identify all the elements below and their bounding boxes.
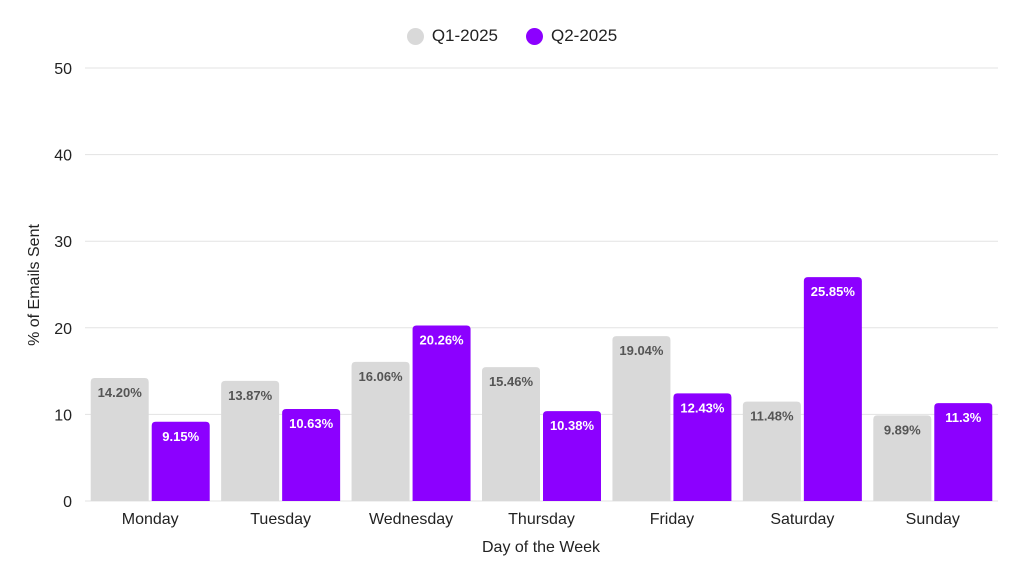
x-tick-label-sunday: Sunday bbox=[906, 511, 960, 528]
y-tick-label-20: 20 bbox=[54, 321, 72, 338]
x-tick-label-monday: Monday bbox=[122, 511, 179, 528]
x-tick-label-wednesday: Wednesday bbox=[369, 511, 453, 528]
legend: Q1-2025 Q2-2025 bbox=[0, 26, 1024, 46]
data-label-q2-2025-friday: 12.43% bbox=[680, 400, 725, 415]
bar-q2-2025-thursday[interactable] bbox=[543, 411, 601, 501]
y-tick-label-40: 40 bbox=[54, 148, 72, 165]
bar-q2-2025-sunday[interactable] bbox=[934, 403, 993, 501]
bar-q1-2025-saturday[interactable] bbox=[742, 401, 801, 501]
y-tick-label-10: 10 bbox=[54, 407, 72, 424]
data-label-q1-2025-tuesday: 13.87% bbox=[228, 388, 273, 403]
bar-q2-2025-tuesday[interactable] bbox=[282, 408, 341, 501]
bar-q1-2025-wednesday[interactable] bbox=[351, 361, 410, 501]
bar-q2-2025-friday[interactable] bbox=[673, 393, 732, 501]
legend-item-q1[interactable]: Q1-2025 bbox=[406, 26, 498, 46]
bar-q1-2025-sunday[interactable] bbox=[873, 415, 932, 501]
x-tick-label-friday: Friday bbox=[650, 511, 694, 528]
data-label-q2-2025-monday: 9.15% bbox=[162, 429, 199, 444]
x-tick-label-tuesday: Tuesday bbox=[250, 511, 311, 528]
y-tick-label-30: 30 bbox=[54, 234, 72, 251]
y-tick-label-50: 50 bbox=[54, 61, 72, 78]
y-axis-label: % of Emails Sent bbox=[26, 224, 43, 346]
x-axis-label: Day of the Week bbox=[482, 539, 601, 556]
x-tick-label-saturday: Saturday bbox=[770, 511, 834, 528]
bar-q2-2025-saturday[interactable] bbox=[803, 277, 862, 501]
bar-q1-2025-friday[interactable] bbox=[612, 336, 671, 501]
data-label-q1-2025-monday: 14.20% bbox=[98, 385, 143, 400]
legend-item-q2[interactable]: Q2-2025 bbox=[526, 26, 617, 46]
data-label-q1-2025-wednesday: 16.06% bbox=[359, 369, 404, 384]
data-label-q1-2025-friday: 19.04% bbox=[619, 343, 664, 358]
data-label-q2-2025-thursday: 10.38% bbox=[550, 418, 595, 433]
bar-q1-2025-tuesday[interactable] bbox=[221, 380, 280, 501]
bar-q2-2025-monday[interactable] bbox=[151, 421, 210, 501]
bar-q1-2025-monday[interactable] bbox=[90, 378, 149, 501]
legend-label-q2: Q2-2025 bbox=[551, 26, 618, 45]
legend-swatch-q2 bbox=[526, 27, 543, 45]
data-label-q2-2025-tuesday: 10.63% bbox=[289, 416, 334, 431]
x-axis-ticks: Monday Tuesday Wednesday Thursday Friday Satu… bbox=[122, 511, 960, 528]
data-label-q1-2025-sunday: 9.89% bbox=[884, 422, 921, 437]
legend-label-q1: Q1-2025 bbox=[431, 26, 498, 45]
data-label-q2-2025-sunday: 11.3% bbox=[945, 410, 982, 425]
data-label-q1-2025-saturday: 11.48% bbox=[750, 409, 794, 424]
bar-q1-2025-thursday[interactable] bbox=[482, 367, 540, 501]
data-label-q1-2025-thursday: 15.46% bbox=[489, 374, 534, 389]
x-tick-label-thursday: Thursday bbox=[508, 511, 575, 528]
bar-q2-2025-wednesday[interactable] bbox=[412, 325, 471, 501]
bars: 14.20% 9.15% 13.87% 10.63% 16.06% 20.26% 15.46… bbox=[90, 277, 993, 501]
y-tick-label-0: 0 bbox=[63, 494, 72, 511]
y-axis-ticks: 0 10 20 30 40 50 bbox=[54, 61, 72, 511]
legend-swatch-q1 bbox=[406, 27, 424, 45]
data-label-q2-2025-saturday: 25.85% bbox=[811, 284, 856, 299]
data-label-q2-2025-wednesday: 20.26% bbox=[420, 333, 465, 348]
